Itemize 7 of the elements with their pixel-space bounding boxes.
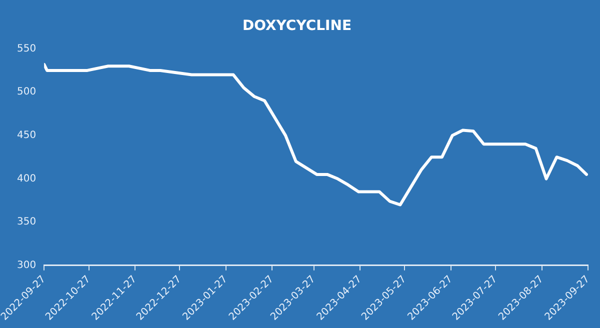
y-tick-label: 500 bbox=[17, 86, 36, 98]
y-tick-label: 300 bbox=[17, 260, 36, 272]
y-tick-label: 400 bbox=[17, 173, 36, 184]
chart-title: DOXYCYCLINE bbox=[242, 18, 352, 34]
y-tick-label: 350 bbox=[17, 216, 36, 228]
y-tick-label: 550 bbox=[17, 43, 36, 54]
y-tick-label: 450 bbox=[17, 130, 36, 142]
